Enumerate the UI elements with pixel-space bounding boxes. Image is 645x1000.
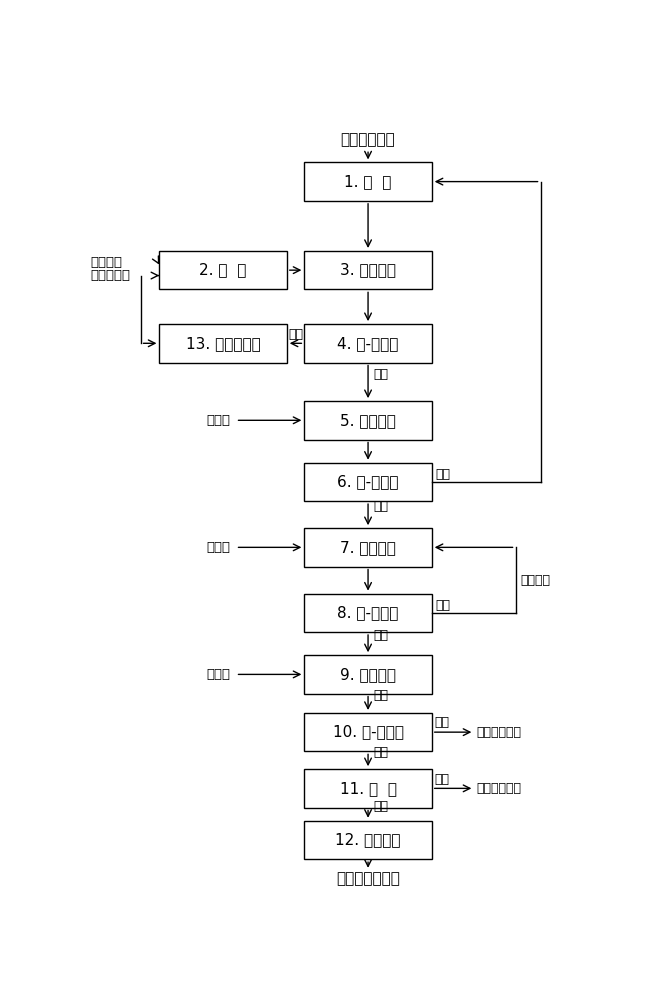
- Bar: [159, 251, 287, 289]
- Bar: [159, 324, 287, 363]
- Text: 无机酸: 无机酸: [206, 668, 231, 681]
- Bar: [304, 162, 432, 201]
- Text: 4. 固-液分离: 4. 固-液分离: [337, 336, 399, 351]
- Text: 去进一步处理: 去进一步处理: [477, 782, 522, 795]
- Text: 1. 熔  融: 1. 熔 融: [344, 174, 392, 189]
- Text: 再生处理: 再生处理: [521, 574, 551, 587]
- Text: 固相: 固相: [436, 468, 451, 481]
- Bar: [304, 769, 432, 808]
- Text: 9. 酸化结晶: 9. 酸化结晶: [340, 667, 396, 682]
- Text: 13. 电化学氧化: 13. 电化学氧化: [186, 336, 261, 351]
- Bar: [304, 324, 432, 363]
- Text: 固相: 固相: [373, 800, 388, 813]
- Text: 固相: 固相: [436, 599, 451, 612]
- Text: 液相: 液相: [434, 773, 450, 786]
- Text: 硫酸水溶液: 硫酸水溶液: [90, 269, 131, 282]
- Text: 2. 预  热: 2. 预 热: [199, 263, 247, 278]
- Bar: [304, 655, 432, 694]
- Text: 吸附剂: 吸附剂: [206, 541, 231, 554]
- Text: 8. 固-液分离: 8. 固-液分离: [337, 605, 399, 620]
- Text: 液相: 液相: [373, 500, 388, 513]
- Text: 5. 中和成盐: 5. 中和成盐: [340, 413, 396, 428]
- Text: 液相: 液相: [288, 328, 303, 341]
- Text: 去进一步处理: 去进一步处理: [477, 726, 522, 739]
- Bar: [304, 528, 432, 567]
- Text: 对甲砜基甲苯: 对甲砜基甲苯: [341, 132, 395, 147]
- Text: 12. 脱水干燥: 12. 脱水干燥: [335, 832, 401, 847]
- Text: 3. 化学氧化: 3. 化学氧化: [340, 263, 396, 278]
- Text: 对甲砜基苯甲酸: 对甲砜基苯甲酸: [336, 871, 400, 886]
- Bar: [304, 463, 432, 501]
- Bar: [304, 251, 432, 289]
- Bar: [304, 401, 432, 440]
- Bar: [304, 713, 432, 751]
- Bar: [304, 594, 432, 632]
- Bar: [304, 821, 432, 859]
- Text: 6. 固-液分离: 6. 固-液分离: [337, 474, 399, 489]
- Text: 中和剂: 中和剂: [206, 414, 231, 427]
- Text: 10. 固-液分离: 10. 固-液分离: [333, 725, 404, 740]
- Text: 固相: 固相: [373, 368, 388, 381]
- Text: 液相: 液相: [373, 629, 388, 642]
- Text: 11. 水  洗: 11. 水 洗: [339, 781, 397, 796]
- Text: 固相: 固相: [373, 746, 388, 759]
- Text: 液相: 液相: [434, 716, 450, 729]
- Text: 7. 吸附除杂: 7. 吸附除杂: [340, 540, 396, 555]
- Text: 重铬酸钾: 重铬酸钾: [90, 256, 123, 269]
- Text: 固相: 固相: [373, 689, 388, 702]
